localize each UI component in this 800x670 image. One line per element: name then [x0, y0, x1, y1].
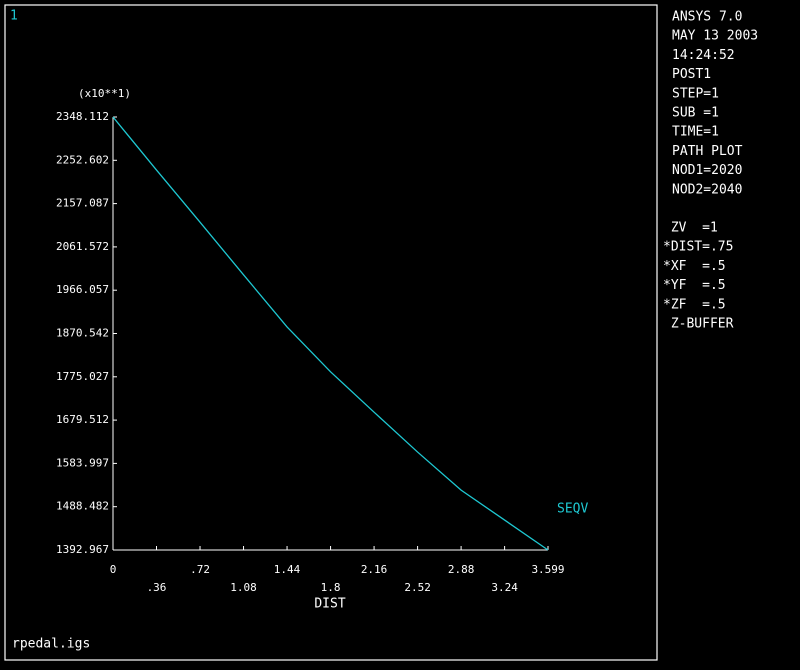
x-axis-label: DIST [314, 597, 345, 612]
status-line: TIME=1 [672, 125, 719, 140]
filename: rpedal.igs [12, 637, 90, 652]
view-line: ZV =1 [663, 221, 718, 236]
y-tick-label: 2348.112 [56, 110, 109, 123]
x-tick-label: 1.8 [321, 581, 341, 594]
status-line: NOD2=2040 [672, 182, 742, 197]
status-line: SUB =1 [672, 106, 719, 121]
status-line: STEP=1 [672, 86, 719, 101]
x-tick-label: 1.44 [274, 563, 301, 576]
y-tick-label: 1488.482 [56, 500, 109, 513]
y-tick-label: 1583.997 [56, 456, 109, 469]
status-line: MAY 13 2003 [672, 29, 758, 44]
y-tick-label: 2061.572 [56, 240, 109, 253]
x-tick-label: 1.08 [230, 581, 257, 594]
view-line: *XF =.5 [663, 259, 726, 274]
view-line: *ZF =.5 [663, 297, 726, 312]
y-tick-label: 2252.602 [56, 153, 109, 166]
x-tick-label: 2.88 [448, 563, 475, 576]
plot-frame [4, 4, 658, 661]
status-line: POST1 [672, 67, 711, 82]
y-tick-label: 1679.512 [56, 413, 109, 426]
x-tick-label: 2.52 [404, 581, 431, 594]
view-line: *DIST=.75 [663, 240, 733, 255]
x-tick-label: .36 [147, 581, 167, 594]
series-label: SEQV [557, 502, 588, 517]
status-line: ANSYS 7.0 [672, 10, 742, 25]
status-line: 14:24:52 [672, 48, 735, 63]
x-tick-label: .72 [190, 563, 210, 576]
y-tick-label: 2157.087 [56, 197, 109, 210]
x-tick-label: 2.16 [361, 563, 388, 576]
x-tick-label: 0 [110, 563, 117, 576]
status-line: PATH PLOT [672, 144, 743, 159]
y-tick-label: 1966.057 [56, 283, 109, 296]
y-multiplier: (x10**1) [78, 87, 131, 100]
y-tick-label: 1392.967 [56, 543, 109, 556]
view-line: *YF =.5 [663, 278, 726, 293]
y-tick-label: 1775.027 [56, 370, 109, 383]
status-line: NOD1=2020 [672, 163, 742, 178]
x-tick-label: 3.599 [531, 563, 564, 576]
window-number: 1 [10, 9, 18, 24]
series-line [112, 116, 549, 551]
x-tick-label: 3.24 [491, 581, 518, 594]
y-tick-label: 1870.542 [56, 326, 109, 339]
view-line: Z-BUFFER [663, 317, 734, 332]
